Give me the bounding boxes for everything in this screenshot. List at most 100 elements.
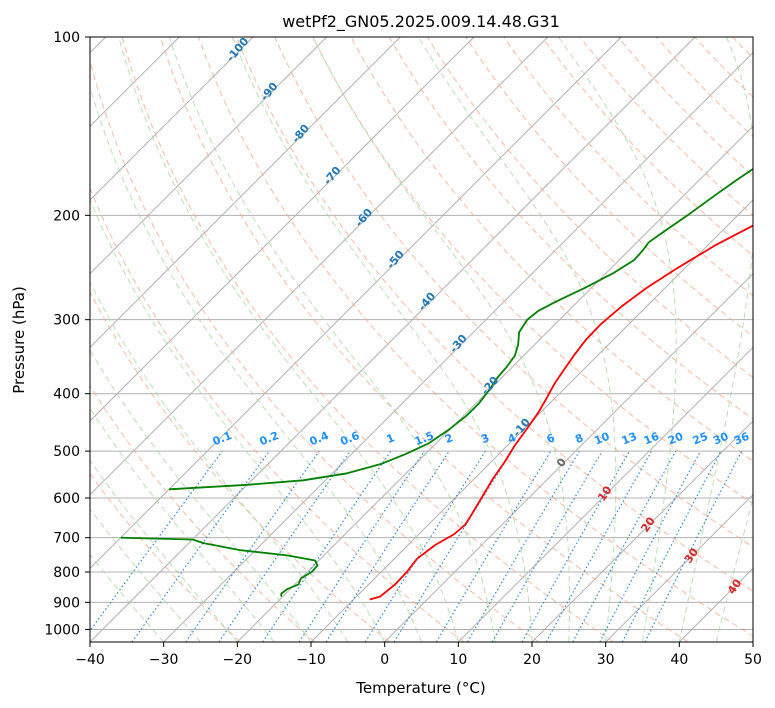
moist-adiabat-line <box>678 37 753 642</box>
mixing-ratio-line <box>90 450 223 632</box>
y-tick-label: 800 <box>53 565 80 581</box>
mixing-ratio-line <box>521 450 630 642</box>
dry-adiabat-line <box>771 37 775 642</box>
dry-adiabat-line <box>121 37 614 642</box>
dry-adiabat-line <box>90 186 465 642</box>
mixing-ratio-line <box>435 450 552 642</box>
mixing-ratio-line <box>364 450 486 642</box>
plot-frame <box>89 36 754 643</box>
isotherm-line <box>90 37 475 422</box>
mixing-ratio-line <box>218 450 351 642</box>
mixing-ratio-label: 1 <box>385 431 397 446</box>
dry-adiabat-line <box>503 37 753 297</box>
moist-adiabat-line <box>90 281 349 642</box>
moist-adiabat-line <box>90 349 312 642</box>
x-tick-label: −30 <box>149 652 179 668</box>
profile-line-2 <box>120 536 319 597</box>
isotherm-line <box>90 37 696 642</box>
moist-adiabat-line <box>558 37 677 642</box>
mixing-ratio-label: 3 <box>479 431 491 446</box>
profile-line-3 <box>168 167 753 491</box>
isotherm-line <box>752 641 753 642</box>
dry-adiabat-line <box>90 59 540 642</box>
axes-layer: −40 −30 −20 −10 0 10 20 30 40 50 100 200 300 400 500 60… <box>44 30 762 668</box>
mixing-ratio-line <box>393 450 513 642</box>
moist-adiabat-line <box>118 37 459 642</box>
isotherm-line <box>90 37 328 275</box>
x-tick-label: 50 <box>744 652 762 668</box>
dry-adiabat-line <box>274 37 753 548</box>
dry-adiabat-line <box>90 384 316 642</box>
dry-adiabat-line <box>198 37 753 637</box>
mixing-ratio-line <box>467 450 580 642</box>
dry-adiabat-line <box>159 37 689 642</box>
moist-adiabat-line <box>715 497 753 642</box>
mixing-ratio-line <box>572 450 677 642</box>
isotherm-line <box>384 272 753 642</box>
moist-adiabat-line <box>231 37 533 642</box>
x-tick-label: 10 <box>449 652 467 668</box>
mixing-ratio-label: 2 <box>443 431 455 446</box>
mixing-ratio-line <box>491 450 603 642</box>
isotherm-line <box>90 37 401 349</box>
x-tick-label: 0 <box>380 652 389 668</box>
mixing-ratio-label: 25 <box>691 430 710 448</box>
x-tick-label: −20 <box>223 652 253 668</box>
dry-adiabat-line <box>426 37 753 378</box>
y-tick-label: 700 <box>53 531 80 547</box>
isotherm-line <box>236 125 753 642</box>
mixing-ratio-label: 20 <box>666 430 685 448</box>
mixing-ratio-line <box>325 450 450 642</box>
moist-adiabat-line <box>90 85 422 642</box>
moist-adiabat-line <box>168 37 496 642</box>
isotherm-line <box>531 420 753 642</box>
moist-adiabat-line <box>312 37 570 642</box>
x-tick-label: 30 <box>597 652 615 668</box>
isotherm-line <box>90 37 622 570</box>
mixing-ratio-line <box>185 450 320 642</box>
dry-adiabat-line <box>617 37 753 177</box>
isotherm-line <box>90 37 549 496</box>
mixing-ratio-label: 16 <box>642 430 661 448</box>
x-tick-label: 20 <box>523 652 541 668</box>
moist-adiabat-line <box>90 459 238 642</box>
moist-adiabat-line <box>418 37 617 642</box>
profile-line-1 <box>369 224 753 601</box>
mixing-ratio-label: 30 <box>711 430 730 448</box>
x-tick-label: −10 <box>296 652 326 668</box>
mixing-ratio-label: 13 <box>620 430 639 448</box>
x-axis-title: Temperature (°C) <box>355 679 485 697</box>
dry-adiabat-line <box>388 37 753 420</box>
mixing-ratio-line <box>545 450 653 642</box>
x-tick-label: 40 <box>670 652 688 668</box>
y-axis-title: Pressure (hPa) <box>10 286 28 394</box>
chart-title: wetPf2_GN05.2025.009.14.48.G31 <box>282 12 560 32</box>
grid-layer <box>90 37 775 642</box>
mixing-ratio-label: 36 <box>732 430 751 448</box>
y-tick-label: 900 <box>53 595 80 611</box>
series-layer <box>120 167 753 601</box>
isotherm-line <box>90 37 254 201</box>
moist-adiabat-line <box>752 640 753 642</box>
y-tick-label: 400 <box>53 387 80 403</box>
isotherm-line <box>310 199 753 642</box>
moist-adiabat-line <box>90 554 165 642</box>
y-tick-label: 600 <box>53 491 80 507</box>
x-tick-label: −40 <box>75 652 105 668</box>
mixing-ratio-label: 10 <box>592 430 611 448</box>
y-tick-label: 300 <box>53 313 80 329</box>
dry-adiabat-line <box>236 37 753 592</box>
moist-adiabat-line <box>90 407 275 642</box>
isotherm-line <box>457 346 753 642</box>
isotherm-line <box>163 51 753 642</box>
isotherm-line <box>605 493 753 642</box>
y-tick-label: 200 <box>53 208 80 224</box>
y-tick-label: 1000 <box>44 622 80 638</box>
y-tick-label: 500 <box>53 444 80 460</box>
mixing-ratio-label: 8 <box>573 431 585 446</box>
dry-adiabat-line <box>312 37 753 505</box>
moist-adiabat-line <box>90 508 201 642</box>
moist-adiabat-line <box>90 198 386 642</box>
dry-adiabat-line <box>90 291 390 642</box>
